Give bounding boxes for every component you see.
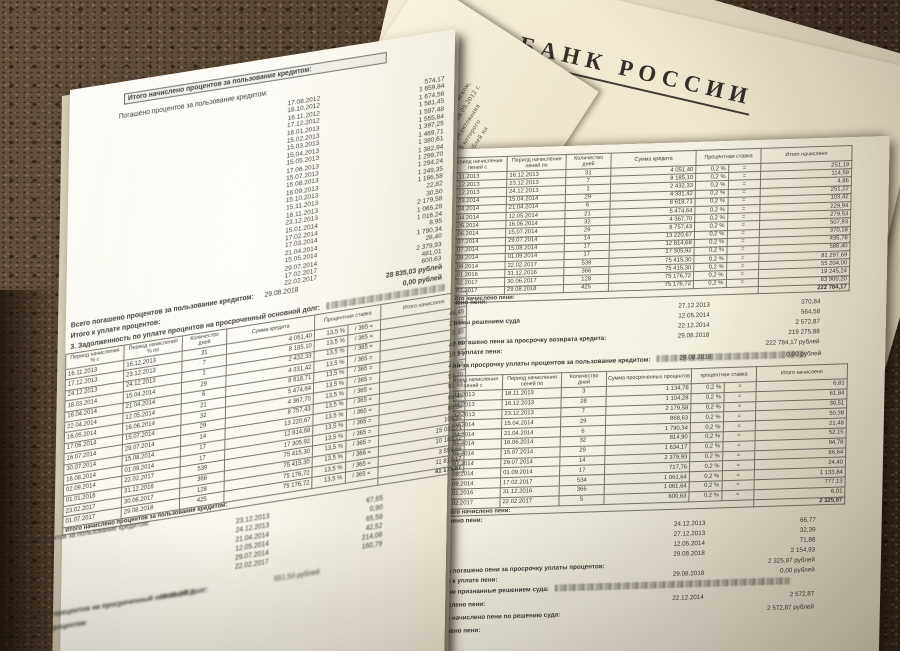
court-awarded-penalties-block: Начислено пени: 22.12.2014 2 572,87 Всег… (430, 588, 881, 641)
penalty-table-credit: Период начисления пеней с Период начисле… (445, 145, 853, 304)
right-page-content: Период начисления пеней с Период начисле… (429, 136, 890, 651)
line-value: 0,00 рублей (780, 566, 815, 575)
line-date: 29.08.2018 (677, 331, 710, 340)
paid-penalties-block: Уплачено пени: 27.12.2013 370,84 Признан… (436, 286, 887, 360)
line-date (674, 509, 738, 511)
line-value: 370,84 (801, 298, 821, 306)
line-date: 29.08.2018 (673, 549, 705, 558)
col-header: Количество дней (561, 371, 607, 388)
penalty-table-interest-body: 16.11.2013 18.11.2013 3 1 134,78 0,2 % =… (440, 378, 848, 510)
line-value: 2 154,93 (790, 546, 816, 555)
left-page-content: Итого начислено процентов за пользование… (0, 29, 467, 651)
penalty-table-interest: Период начисления пеней с Период начисле… (440, 363, 848, 517)
line-date: 29.08.2018 (672, 569, 705, 578)
section-6-title: 6. Пени признанные решением суда: (432, 585, 550, 597)
line-value: 32,39 (799, 526, 816, 534)
line-date: 12.05.2014 (673, 539, 706, 548)
line-value: 2 572,87 (795, 318, 821, 326)
paid-interest-penalties-block: Уплачено пени: 24.12.2013 66,77 27.12.20… (431, 504, 882, 588)
interest-payments-list: 17.08.2012 574,17 18.10.2012 1 659,84 16… (206, 75, 444, 300)
line-date: 27.12.2013 (673, 529, 706, 538)
line-value: 219 275,88 (788, 328, 820, 337)
line-value: 2 325,97 рублей (767, 556, 816, 565)
left-document-page: Итого начислено процентов за пользование… (0, 28, 467, 651)
line-value: 222 784,17 рублей (765, 338, 820, 347)
line-date: 24.12.2013 (673, 519, 706, 528)
section-5-value: 0,00 рублей (786, 350, 822, 359)
line-date: 27.12.2013 (678, 301, 711, 310)
penalty-table-credit-body: 16.11.2013 16.12.2013 31 4 051,40 0,2 % … (445, 160, 852, 297)
line-value: 564,58 (800, 308, 821, 316)
line-value: 66,77 (799, 516, 816, 524)
right-document-page: Период начисления пеней с Период начисле… (428, 135, 890, 651)
line-value: 71,88 (799, 536, 816, 544)
line-value: 2 572,87 рублей (766, 603, 815, 612)
line-date: 22.12.2014 (672, 593, 704, 602)
page-edge-shadow (0, 290, 58, 651)
line-value: 2 572,87 (789, 590, 815, 599)
section-5-date: 29.08.2018 (679, 353, 712, 362)
col-header: Количество дней (565, 153, 612, 170)
line-date: 12.05.2014 (678, 311, 710, 320)
line-date: 22.12.2014 (677, 321, 710, 330)
